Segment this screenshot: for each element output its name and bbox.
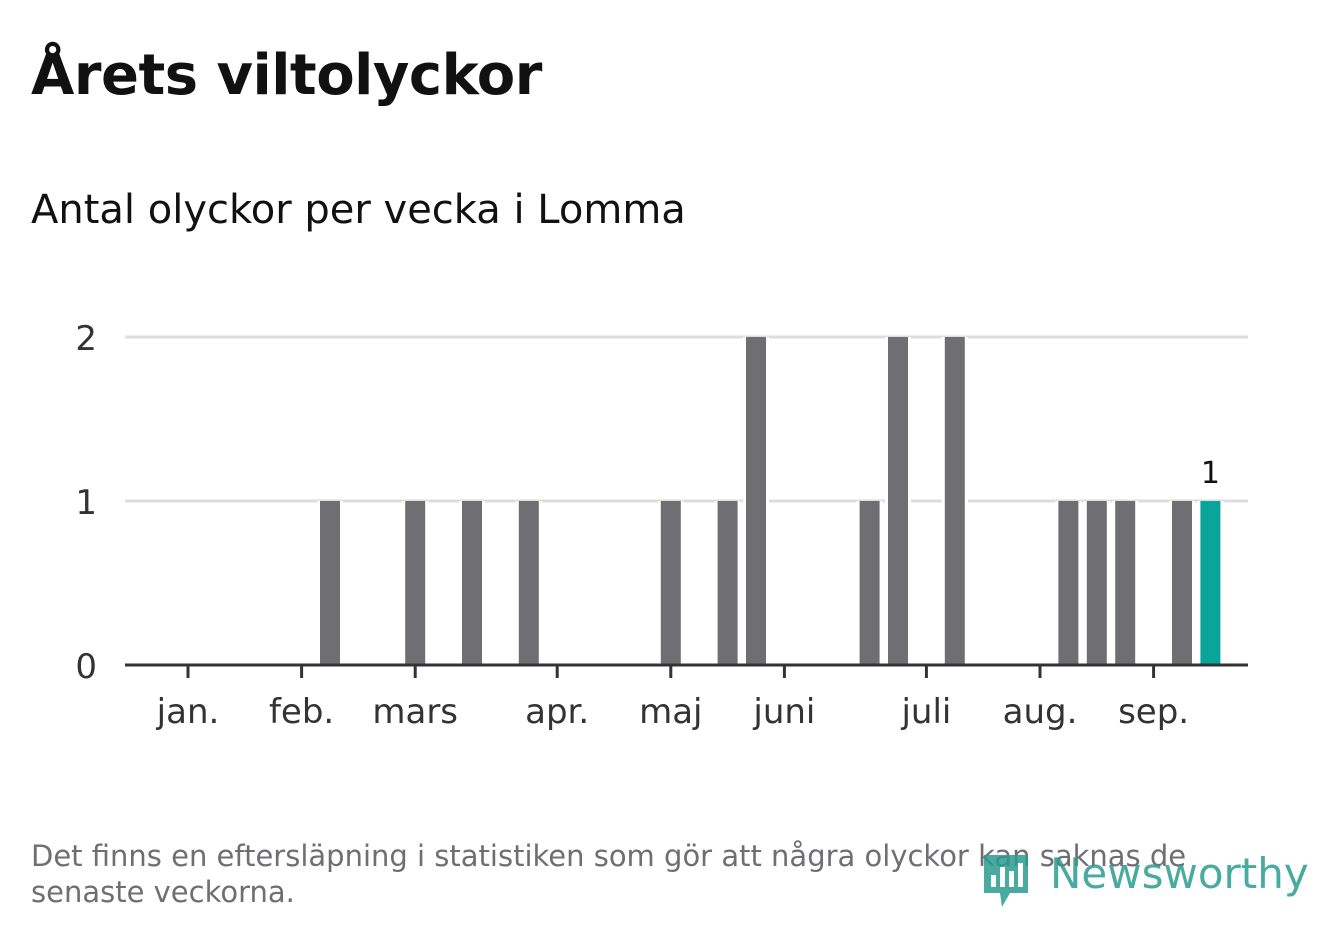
bar — [1086, 501, 1107, 665]
y-tick-label: 1 — [75, 483, 97, 523]
x-tick-label: aug. — [1003, 692, 1078, 732]
chart-title: Årets viltolyckor — [31, 43, 542, 108]
bar — [888, 337, 908, 665]
bar — [405, 501, 426, 665]
bar — [1058, 501, 1079, 665]
newsworthy-bar-chart-icon — [984, 855, 1028, 907]
bar — [859, 501, 880, 665]
bar — [518, 501, 539, 665]
x-tick-label: feb. — [269, 692, 334, 732]
x-tick-label: sep. — [1118, 692, 1189, 732]
x-tick-label: apr. — [525, 692, 589, 732]
data-labels: 1 — [1201, 456, 1220, 491]
chart-subtitle: Antal olyckor per vecka i Lomma — [31, 187, 686, 233]
x-tick-label: juni — [752, 692, 815, 732]
bar-current-week — [1200, 501, 1221, 665]
bar — [717, 501, 738, 665]
newsworthy-brand: Newsworthy — [980, 845, 1309, 915]
x-tick-label: mars — [372, 692, 458, 732]
data-label: 1 — [1201, 456, 1220, 491]
y-tick-label: 0 — [75, 647, 97, 687]
brand-name: Newsworthy — [1050, 849, 1309, 898]
y-tick-label: 2 — [75, 319, 97, 359]
bar — [746, 337, 766, 665]
bar — [1115, 501, 1136, 665]
grid-lines — [125, 335, 1248, 503]
x-tick-label: jan. — [156, 692, 220, 732]
bar — [660, 501, 681, 665]
bar — [1172, 501, 1192, 665]
bar — [944, 337, 965, 665]
bar — [320, 501, 340, 665]
bars — [317, 337, 1224, 665]
bar — [462, 501, 482, 665]
x-tick-label: juli — [900, 692, 951, 732]
x-axis-ticks: jan. feb. mars apr. maj juni juli aug. sep. — [156, 665, 1189, 732]
bar-chart: 012 jan. feb. mars apr. maj juni juli aug. sep. … — [75, 319, 1248, 732]
y-axis-ticks: 0 1 2 — [75, 319, 97, 687]
x-tick-label: maj — [639, 692, 702, 732]
